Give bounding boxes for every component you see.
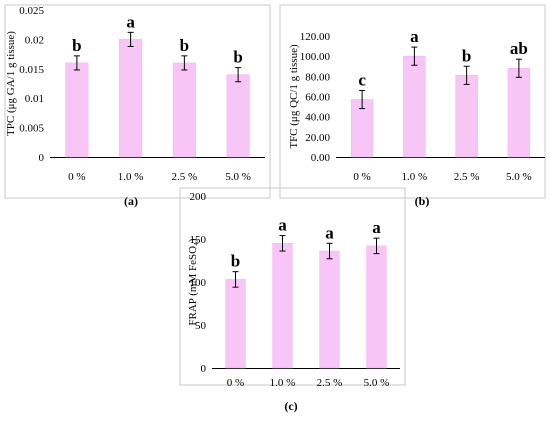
bar [366,245,387,369]
y-tick-label: 40.00 [305,112,330,124]
y-tick-label: 200 [190,191,207,203]
y-tick-label: 0.005 [19,123,44,135]
bar [507,68,531,158]
bar [119,39,143,158]
bar [272,243,293,369]
y-tick-label: 20.00 [305,132,330,144]
bar [403,55,426,158]
significance-letter: b [233,48,242,67]
x-tick-label: 0 % [227,377,244,389]
panel-label: (b) [415,194,430,208]
bar [172,62,196,158]
x-tick-label: 0 % [68,171,85,183]
x-tick-label: 0 % [353,171,370,183]
x-tick-label: 5.0 % [506,171,532,183]
bar [319,250,340,369]
significance-letter: b [231,252,240,271]
panel-border [279,4,546,199]
significance-letter: a [278,216,287,235]
y-tick-label: 150 [190,234,207,246]
bar [65,62,89,158]
significance-letter: b [180,36,189,55]
y-tick-label: 0 [201,363,207,375]
x-tick-label: 1.0 % [270,377,296,389]
chart-panel-b: 0.00 20.00 40.00 60.00 80.00 100.00 120.00TFC … [279,4,546,208]
y-tick-label: 0.025 [19,5,44,17]
y-tick-label: 80.00 [305,71,330,83]
x-tick-label: 2.5 % [454,171,480,183]
panel-label: (a) [124,194,138,208]
panel-border [4,4,271,199]
y-tick-label: 50 [195,320,207,332]
y-axis-label: TFC (μg QC/1 g tissue) [288,44,300,149]
significance-letter: b [72,36,81,55]
x-tick-label: 2.5 % [172,171,198,183]
x-tick-label: 5.0 % [225,171,251,183]
y-tick-label: 100 [190,277,207,289]
y-tick-label: 0 [39,152,45,164]
x-tick-label: 1.0 % [402,171,428,183]
bar [455,75,478,158]
y-tick-label: 60.00 [305,92,330,104]
chart-panel-c: 0 50 100 150 200 FRAP (mM FeSO₄) b 0 % a 1.0 % a 2.… [179,187,406,413]
significance-letter: a [372,218,381,237]
x-tick-label: 2.5 % [317,377,343,389]
significance-letter: a [410,27,419,46]
y-tick-label: 0.015 [19,64,44,76]
y-axis-label: FRAP (mM FeSO₄) [187,238,199,326]
x-tick-label: 1.0 % [118,171,144,183]
y-tick-label: 100.00 [300,51,331,63]
bar [225,279,246,369]
bar [226,74,250,158]
x-tick-label: 5.0 % [364,377,390,389]
panel-border [179,187,406,386]
significance-letter: a [126,12,135,31]
significance-letter: b [462,46,471,65]
panel-label: (c) [284,399,297,413]
y-tick-label: 0.02 [25,34,44,46]
y-tick-label: 120.00 [300,31,331,43]
chart-panel-a: 0 0.005 0.01 0.015 0.02 0.025 TPC (μg GA/1 g t… [4,4,271,208]
significance-letter: c [358,70,366,89]
y-tick-label: 0.00 [311,152,331,164]
significance-letter: ab [510,39,528,58]
significance-letter: a [325,223,334,242]
y-tick-label: 0.01 [25,93,44,105]
y-axis-label: TPC (μg GA/1 g tissue) [5,31,17,136]
